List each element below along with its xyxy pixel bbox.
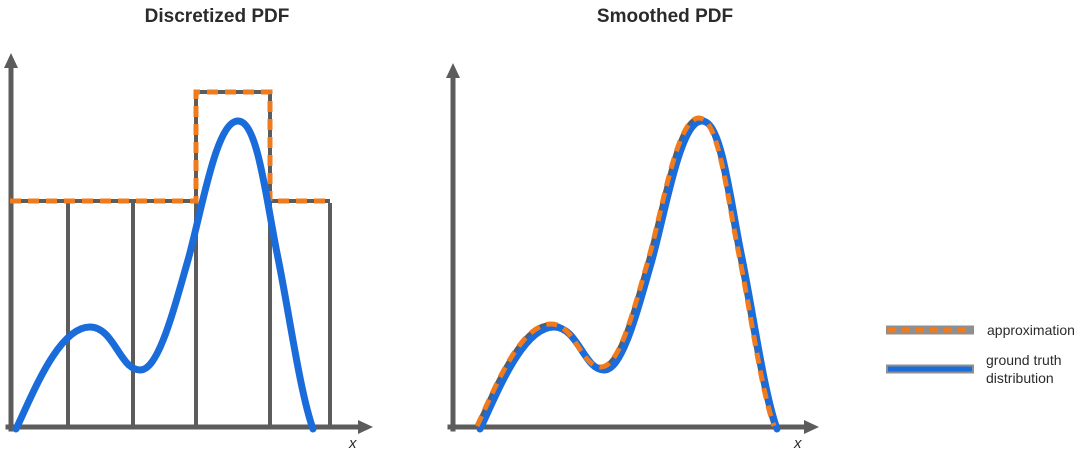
x-axis-right-arrow-icon [804,420,819,434]
legend-label-approximation: approximation [987,322,1075,338]
approximation-gray-underlay-right [475,115,776,427]
approximation-step-curve [10,89,330,204]
y-axis-right-arrow-icon [446,63,460,78]
ground-truth-curve-left [12,117,317,433]
y-axis-left-arrow-icon [4,53,18,68]
bin-separator-lines [66,94,332,427]
legend-label-ground-truth: ground truth distribution [986,352,1062,386]
x-axis-left-arrow-icon [358,420,373,434]
panel-title-right: Smoothed PDF [596,6,734,27]
step-function-gray-underlay [10,90,330,203]
panel-title-left: Discretized PDF [144,6,290,27]
ground-truth-curve-right [476,117,781,433]
x-axis-label-right: x [794,435,802,452]
approximation-smooth-curve [474,115,777,428]
x-axis-label-left: x [349,435,357,452]
